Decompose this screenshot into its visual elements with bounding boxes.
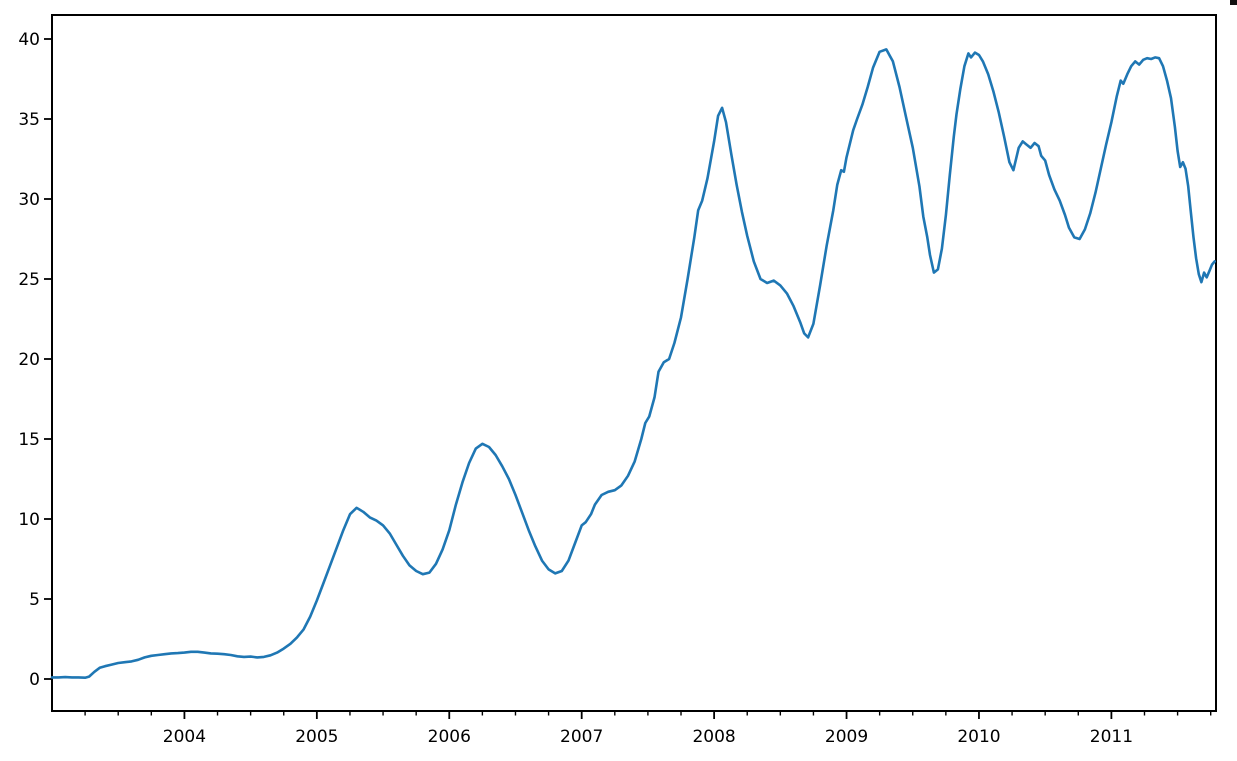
x-tick-label: 2007	[560, 727, 603, 747]
y-axis-major-ticks	[44, 38, 52, 680]
x-axis-minor-ticks	[84, 711, 1212, 716]
x-axis-major-ticks	[183, 711, 1113, 719]
x-tick-label: 2006	[428, 727, 471, 747]
x-tick-label: 2011	[1090, 727, 1133, 747]
x-tick-label: 2009	[825, 727, 868, 747]
y-tick-label: 10	[18, 510, 40, 530]
y-tick-label: 20	[18, 350, 40, 370]
x-tick-label: 2004	[163, 727, 206, 747]
x-tick-label: 2005	[295, 727, 338, 747]
y-tick-label: 30	[18, 190, 40, 210]
data-series-line	[50, 48, 1216, 679]
corner-artifact-mark	[1230, 0, 1237, 5]
y-tick-label: 0	[29, 670, 40, 690]
x-tick-label: 2008	[692, 727, 735, 747]
y-tick-label: 15	[18, 430, 40, 450]
y-axis-tick-labels: 0 5 10 15 20 25 30 35 40	[18, 30, 40, 690]
x-axis-tick-labels: 2004 2005 2006 2007 2008 2009 2010 2011	[163, 727, 1133, 747]
y-tick-label: 35	[18, 110, 40, 130]
y-tick-label: 40	[18, 30, 40, 50]
axes-spines	[51, 14, 1217, 712]
x-tick-label: 2010	[957, 727, 1000, 747]
y-tick-label: 5	[29, 590, 40, 610]
y-tick-label: 25	[18, 270, 40, 290]
